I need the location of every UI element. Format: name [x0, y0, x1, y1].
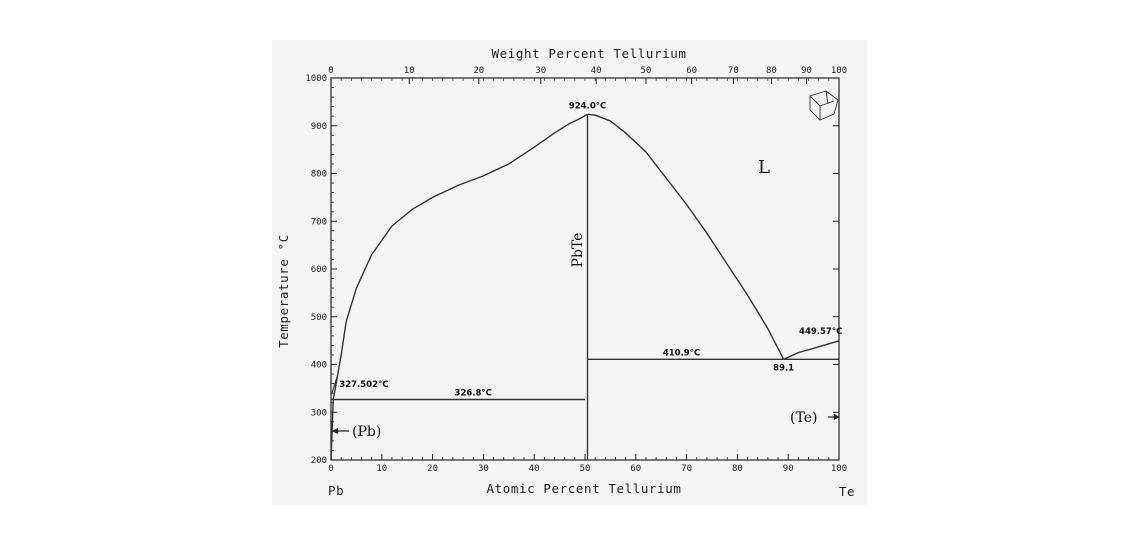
- y-tick-label: 1000: [305, 74, 327, 84]
- y-tick-label: 500: [311, 313, 327, 323]
- y-tick-label: 600: [311, 265, 327, 275]
- y-tick-label: 200: [311, 456, 327, 466]
- series-pb-solvus: [330, 399, 334, 461]
- top-tick-label: 40: [591, 66, 602, 76]
- x-axis-title: Atomic Percent Tellurium: [486, 481, 681, 496]
- annotation-label: 89.1: [773, 363, 794, 373]
- x-tick-label: 100: [831, 464, 847, 474]
- top-tick-label: 0: [328, 66, 333, 76]
- annotation-label: 327.502°C: [339, 380, 388, 390]
- series-liquidus-te-side: [587, 113, 785, 360]
- pb-arrow: [332, 428, 349, 434]
- phase-diagram: 0 10 20 30 40 50 60 70 80 90 100200300400500600700…: [276, 46, 855, 499]
- y-tick-label: 400: [311, 361, 327, 371]
- x-tick-label: 0: [328, 464, 333, 474]
- crystal-logo-icon: [809, 90, 839, 121]
- pb-melting-arrow: [331, 376, 338, 394]
- x-tick-label: 90: [783, 464, 794, 474]
- x-tick-label: 60: [630, 464, 641, 474]
- figure-frame: 0 10 20 30 40 50 60 70 80 90 100 200 300 400 500 600 700…: [272, 40, 867, 505]
- pb-end-label: Pb: [328, 483, 344, 498]
- top-tick-label: 10: [404, 66, 415, 76]
- annotation-label: 326.8°C: [455, 388, 492, 398]
- top-tick-label: 30: [535, 66, 546, 76]
- annotation-label: 924.0°C: [569, 101, 606, 111]
- pb-phase-label: (Pb): [352, 424, 381, 440]
- x-tick-label: 70: [681, 464, 692, 474]
- liquid-phase-label: L: [758, 157, 770, 178]
- top-axis-title: Weight Percent Tellurium: [491, 46, 686, 61]
- top-tick-label: 50: [641, 66, 652, 76]
- top-tick-label: 100: [831, 66, 847, 76]
- y-tick-label: 900: [311, 122, 327, 132]
- x-tick-label: 20: [427, 464, 438, 474]
- top-tick-label: 80: [766, 66, 777, 76]
- top-tick-label: 20: [473, 66, 484, 76]
- x-tick-label: 50: [580, 464, 591, 474]
- series-liquidus-pb-side: [332, 113, 588, 400]
- series-te-liquidus: [783, 340, 840, 360]
- plot-frame: [330, 77, 840, 461]
- pbte-compound-label: PbTe: [570, 233, 586, 268]
- te-end-label: Te: [839, 484, 855, 499]
- top-tick-label: 60: [686, 66, 697, 76]
- y-tick-label: 300: [311, 408, 327, 418]
- annotation-label: 449.57°C: [799, 327, 842, 337]
- y-tick-label: 800: [311, 170, 327, 180]
- te-phase-label: (Te): [790, 410, 817, 426]
- annotation-label: 410.9°C: [663, 348, 700, 358]
- x-tick-label: 80: [732, 464, 743, 474]
- top-tick-label: 70: [728, 66, 739, 76]
- te-arrow: [828, 414, 840, 420]
- y-axis-title: Temperature °C: [276, 234, 291, 348]
- top-tick-label: 90: [801, 66, 812, 76]
- y-tick-label: 700: [311, 217, 327, 227]
- x-tick-label: 40: [529, 464, 540, 474]
- x-tick-label: 30: [478, 464, 489, 474]
- x-tick-label: 10: [376, 464, 387, 474]
